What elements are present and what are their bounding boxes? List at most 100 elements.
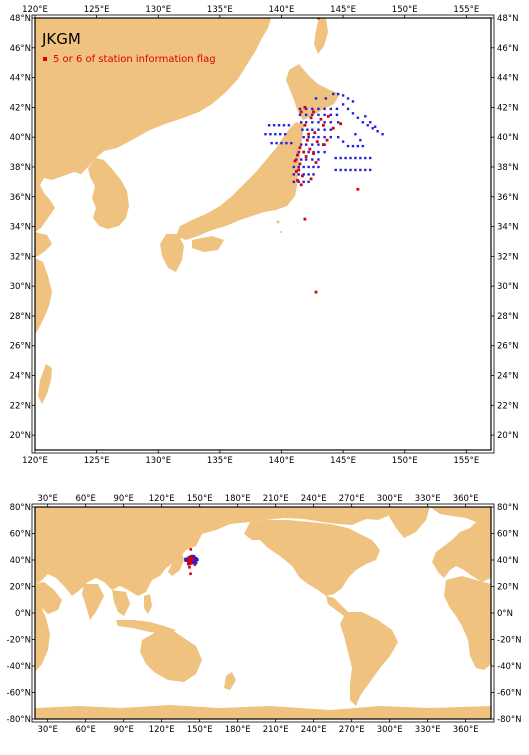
europe-wrap — [430, 507, 491, 582]
flagged-station-point — [312, 152, 315, 155]
lon-tick-label: 90°E — [113, 725, 133, 735]
lat-tick-label: 38°N — [10, 163, 31, 173]
lon-tick-label: 60°E — [75, 725, 95, 735]
legend-label: 5 or 6 of station information flag — [53, 54, 216, 65]
lon-tick-label: 120°E — [22, 456, 48, 466]
flagged-station-point — [325, 138, 329, 142]
legend-flag-marker — [43, 57, 47, 61]
flagged-station-point — [315, 140, 319, 144]
flagged-station-point — [188, 556, 192, 560]
flagged-station-point — [190, 559, 193, 562]
station-point — [267, 124, 271, 127]
station-point — [282, 124, 286, 127]
lon-tick-label: 120°E — [22, 5, 48, 15]
station-point — [369, 121, 372, 124]
lat-tick-label: 24°N — [10, 372, 31, 382]
station-point — [354, 132, 357, 136]
shandong-peninsula — [35, 232, 52, 258]
flagged-station-point — [294, 170, 298, 173]
flagged-station-point — [302, 150, 306, 154]
lon-tick-label: 150°E — [392, 456, 418, 466]
station-point — [298, 113, 302, 117]
station-point — [312, 135, 315, 139]
lon-tick-label: 155°E — [453, 5, 479, 15]
station-point — [329, 128, 332, 131]
lat-tick-label: 42°N — [10, 103, 31, 113]
lat-tick-label: 36°N — [497, 193, 518, 203]
global-tick-layer: 30°E 30°E 60°E 60°E 90°E 90°E 120°E 120°E 150°E 1… — [7, 494, 522, 735]
india — [82, 584, 104, 620]
station-point — [269, 132, 272, 136]
lat-tick-label: 40°N — [497, 133, 518, 143]
lon-tick-label: 120°E — [149, 725, 175, 735]
lat-tick-label: 20°N — [497, 431, 518, 441]
lat-tick-label: 30°N — [497, 282, 518, 292]
south-america — [340, 612, 398, 706]
station-point — [317, 143, 320, 146]
flagged-station-point — [331, 126, 335, 130]
africa — [35, 596, 50, 672]
station-point — [317, 107, 320, 111]
lat-tick-label: 20°N — [497, 583, 518, 593]
lat-tick-label: -60°N — [497, 689, 522, 699]
flagged-station-point — [317, 18, 320, 20]
lat-tick-label: 22°N — [10, 401, 31, 411]
hokkaido — [286, 64, 340, 120]
flagged-station-point — [187, 562, 191, 566]
station-point — [323, 113, 326, 117]
station-point — [324, 97, 328, 100]
flagged-station-point — [326, 114, 330, 118]
japan-global — [168, 552, 184, 576]
lon-tick-label: 270°E — [339, 725, 365, 735]
lat-tick-label: 80°N — [10, 503, 31, 513]
lat-tick-label: 26°N — [10, 342, 31, 352]
station-point — [307, 180, 310, 184]
lon-tick-label: 180°E — [225, 494, 251, 504]
lat-tick-label: -20°N — [7, 636, 32, 646]
station-point — [364, 156, 367, 160]
flagged-station-point — [188, 558, 192, 562]
station-point — [292, 173, 296, 176]
station-point — [277, 124, 281, 127]
flagged-station-point — [297, 168, 301, 172]
flagged-station-point — [309, 116, 313, 120]
station-point — [274, 132, 277, 136]
station-point — [280, 141, 283, 145]
station-point — [354, 168, 357, 172]
station-point — [297, 180, 300, 184]
honshu — [176, 122, 304, 240]
station-point — [339, 156, 342, 160]
alaska — [244, 522, 272, 540]
station-point — [369, 168, 372, 172]
shikoku — [192, 236, 224, 252]
station-point — [297, 173, 300, 176]
station-point — [287, 124, 291, 127]
lat-tick-label: -80°N — [7, 715, 32, 725]
central-america — [326, 596, 348, 616]
station-point — [349, 156, 352, 160]
indonesia — [116, 620, 176, 634]
station-point — [312, 150, 315, 154]
lon-tick-label: 155°E — [453, 456, 479, 466]
flagged-station-point — [299, 110, 303, 114]
lon-tick-label: 300°E — [377, 725, 403, 735]
station-point — [317, 135, 320, 139]
lat-tick-label: -40°N — [497, 662, 522, 672]
flagged-station-point — [298, 162, 302, 166]
station-point — [307, 150, 310, 154]
station-point — [307, 165, 310, 169]
flagged-station-point — [303, 105, 307, 109]
flagged-station-point — [189, 572, 192, 576]
lat-tick-label: 40°N — [497, 556, 518, 566]
lat-tick-label: 46°N — [497, 44, 518, 54]
station-point — [317, 150, 320, 154]
station-point — [317, 128, 320, 131]
lat-tick-label: 32°N — [10, 252, 31, 262]
station-point — [334, 156, 337, 160]
station-point — [292, 180, 296, 184]
station-point — [351, 144, 355, 148]
station-point — [279, 132, 282, 136]
station-point — [359, 138, 362, 142]
station-point — [339, 168, 342, 172]
